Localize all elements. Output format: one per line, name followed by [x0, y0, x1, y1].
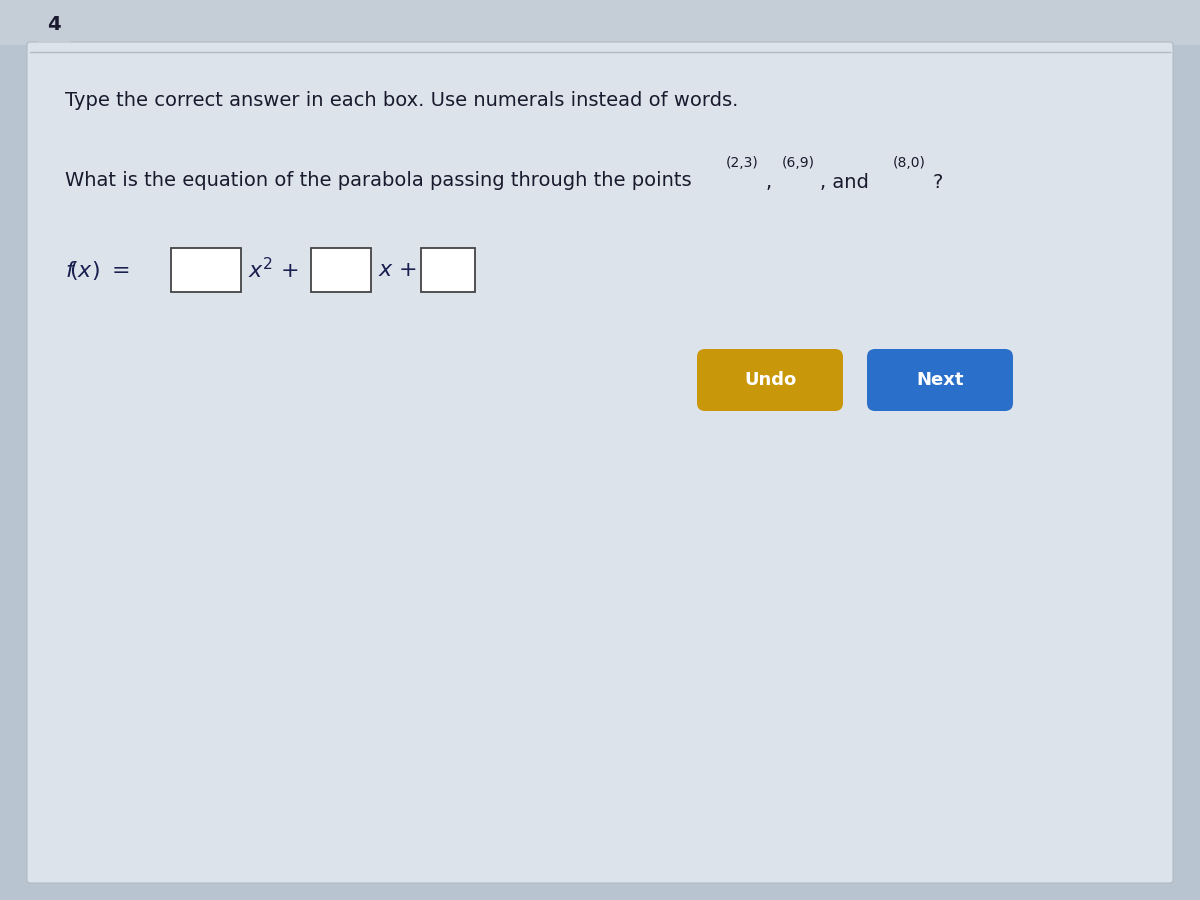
Text: ?: ?	[934, 173, 943, 192]
Text: (6,9): (6,9)	[782, 156, 815, 170]
FancyBboxPatch shape	[0, 0, 1200, 45]
FancyBboxPatch shape	[311, 248, 371, 292]
Text: Undo: Undo	[744, 371, 796, 389]
Text: Type the correct answer in each box. Use numerals instead of words.: Type the correct answer in each box. Use…	[65, 91, 738, 110]
Text: $x$ +: $x$ +	[378, 260, 418, 280]
Text: What is the equation of the parabola passing through the points: What is the equation of the parabola pas…	[65, 170, 691, 190]
Text: $f\!\left(x\right)$$\ =$: $f\!\left(x\right)$$\ =$	[65, 258, 130, 282]
Text: , and: , and	[820, 173, 869, 192]
FancyBboxPatch shape	[866, 349, 1013, 411]
Text: (2,3): (2,3)	[726, 156, 758, 170]
FancyBboxPatch shape	[172, 248, 241, 292]
FancyBboxPatch shape	[697, 349, 842, 411]
FancyBboxPatch shape	[28, 42, 1174, 883]
Text: (8,0): (8,0)	[893, 156, 926, 170]
Text: 4: 4	[47, 15, 61, 34]
Text: Next: Next	[917, 371, 964, 389]
Text: $x^2$ +: $x^2$ +	[248, 257, 299, 283]
FancyBboxPatch shape	[421, 248, 475, 292]
FancyBboxPatch shape	[37, 9, 71, 43]
Text: ,: ,	[766, 173, 772, 192]
